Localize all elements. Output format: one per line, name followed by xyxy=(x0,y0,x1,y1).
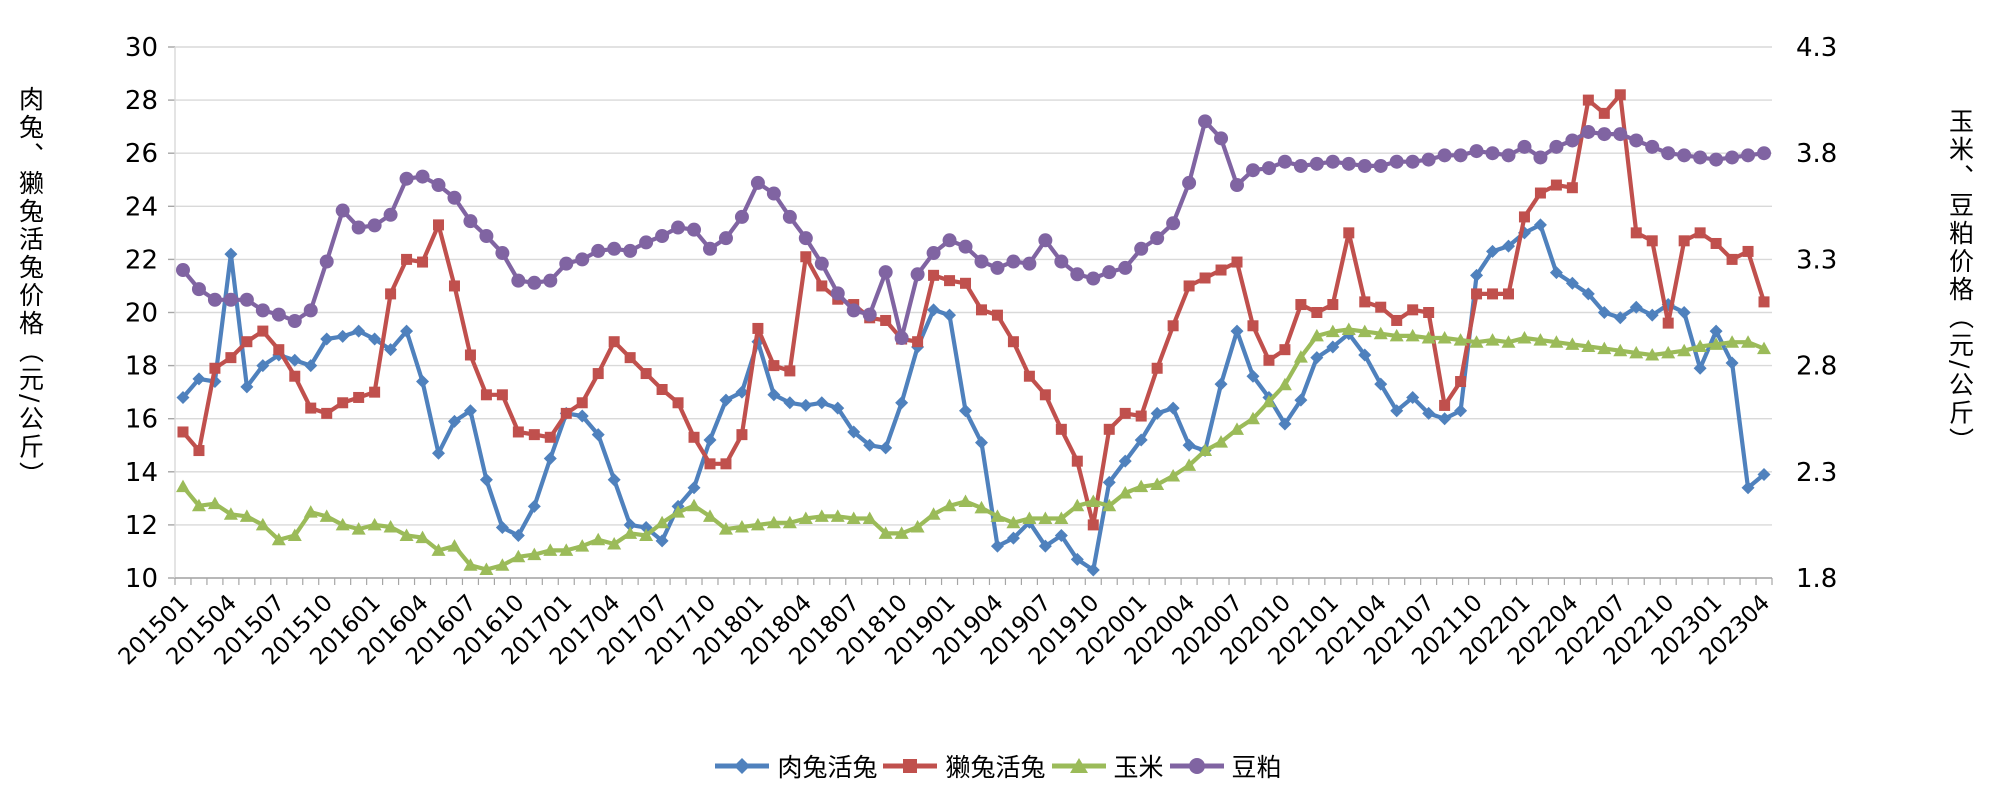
left-tick-label: 26 xyxy=(125,139,158,169)
right-axis-tick-labels: 1.8 2.3 2.8 3.3 3.8 4.3 xyxy=(1796,33,1837,594)
series-肉兔活兔 xyxy=(176,218,1771,577)
chart-legend: 肉兔活兔 獭兔活兔 玉米 豆粕 xyxy=(0,748,1995,784)
left-tick-label: 24 xyxy=(125,192,158,222)
legend-label: 獭兔活兔 xyxy=(945,753,1046,782)
right-tick-label: 3.3 xyxy=(1796,245,1837,275)
left-tick-label: 12 xyxy=(125,511,158,541)
legend-label: 豆粕 xyxy=(1231,753,1282,782)
series-豆粕 xyxy=(175,114,1772,345)
diamond-legend-marker-icon xyxy=(715,758,770,774)
right-tick-label: 4.3 xyxy=(1796,33,1837,63)
legend-label: 肉兔活兔 xyxy=(777,753,878,782)
legend-item-1: 獭兔活兔 xyxy=(881,748,1046,784)
series-獭兔活兔 xyxy=(177,89,1770,531)
left-axis-title: 肉兔、獭兔活兔价格（元/公斤） xyxy=(15,86,45,490)
square-legend-marker-icon xyxy=(883,759,938,773)
x-axis-tick-labels: 2015012015042015072015102016012016042016… xyxy=(114,590,1776,670)
legend-item-0: 肉兔活兔 xyxy=(713,748,877,784)
right-tick-label: 1.8 xyxy=(1796,564,1837,594)
left-tick-label: 16 xyxy=(125,405,158,435)
right-tick-label: 2.8 xyxy=(1796,352,1837,382)
left-tick-label: 18 xyxy=(125,352,158,382)
legend-item-3: 豆粕 xyxy=(1168,748,1282,784)
left-tick-label: 22 xyxy=(125,245,158,275)
x-axis xyxy=(174,577,1773,585)
left-tick-label: 10 xyxy=(125,564,158,594)
right-tick-label: 2.3 xyxy=(1796,458,1837,488)
left-tick-label: 20 xyxy=(125,299,158,329)
left-axis-tick-labels: 10 12 14 16 18 20 22 24 26 28 30 xyxy=(125,33,158,594)
left-tick-label: 28 xyxy=(125,86,158,116)
legend-item-2: 玉米 xyxy=(1050,748,1164,784)
right-axis-title: 玉米、豆粕价格（元/公斤） xyxy=(1945,108,1975,456)
legend-label: 玉米 xyxy=(1113,753,1164,782)
left-tick-label: 14 xyxy=(125,458,158,488)
right-tick-label: 3.8 xyxy=(1796,139,1837,169)
circle-legend-marker-icon xyxy=(1169,758,1224,774)
left-tick-label: 30 xyxy=(125,33,158,63)
series-玉米 xyxy=(175,322,1772,576)
triangle-legend-marker-icon xyxy=(1051,758,1106,773)
gridlines xyxy=(168,46,1772,579)
